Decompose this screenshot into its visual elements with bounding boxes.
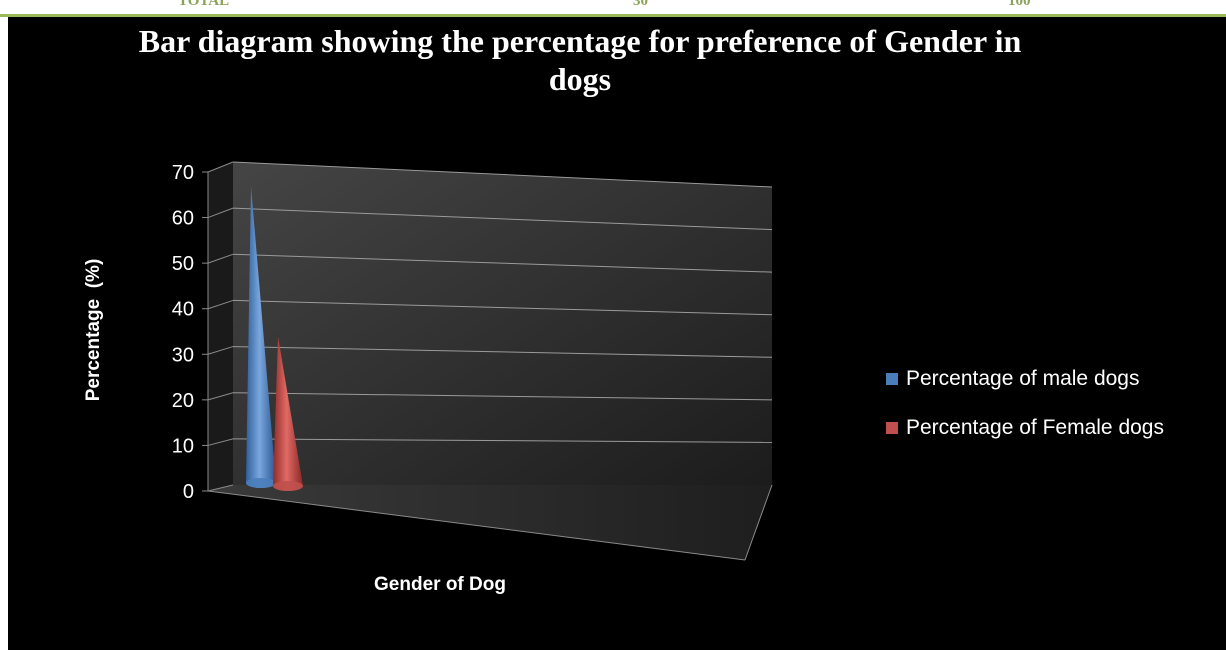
floor-right-edge bbox=[744, 484, 773, 561]
gridline-side-50 bbox=[207, 253, 234, 264]
legend-swatch-female bbox=[886, 421, 898, 434]
bar-cone-base-female bbox=[273, 481, 303, 491]
bar-cone-base-male bbox=[246, 478, 276, 488]
chart-legend: Percentage of male dogs Percentage of Fe… bbox=[886, 354, 1164, 452]
y-tick-label-40: 40 bbox=[172, 299, 194, 321]
gridline-side-0 bbox=[207, 484, 234, 492]
plot-back-wall bbox=[233, 162, 772, 485]
bar-cone-male bbox=[246, 186, 276, 488]
legend-label-female: Percentage of Female dogs bbox=[906, 415, 1164, 439]
y-axis-label: Percentage (%) bbox=[83, 258, 104, 402]
y-tick-label-50: 50 bbox=[172, 253, 194, 275]
y-tick-labels: 0 10 20 30 40 50 60 70 bbox=[172, 162, 208, 503]
legend-label-male: Percentage of male dogs bbox=[906, 366, 1140, 390]
gridlines bbox=[207, 161, 773, 492]
bar-cone-female bbox=[273, 336, 303, 491]
gridline-side-70 bbox=[207, 161, 234, 173]
y-tick-label-20: 20 bbox=[172, 390, 194, 412]
document-top-strip: TOTAL 30 100 bbox=[0, 0, 1226, 17]
gridline-20 bbox=[232, 392, 773, 401]
floor-front-edge bbox=[207, 490, 746, 561]
gridline-side-60 bbox=[207, 207, 234, 219]
gridline-10 bbox=[232, 438, 773, 443]
y-tick-label-0: 0 bbox=[183, 481, 194, 503]
gridline-50 bbox=[232, 253, 773, 273]
legend-swatch-male bbox=[886, 372, 898, 385]
y-tick-label-60: 60 bbox=[172, 208, 194, 230]
gridline-70 bbox=[232, 161, 773, 188]
gridline-side-10 bbox=[207, 438, 234, 446]
x-axis-label: Gender of Dog bbox=[374, 574, 506, 595]
gridline-40 bbox=[232, 299, 773, 316]
y-tick-label-70: 70 bbox=[172, 162, 194, 184]
bars bbox=[246, 186, 303, 491]
gridline-60 bbox=[232, 207, 773, 231]
legend-item-male: Percentage of male dogs bbox=[886, 354, 1164, 403]
gridline-side-40 bbox=[207, 299, 234, 310]
table-total-percent: 100 bbox=[1008, 0, 1031, 9]
y-tick-label-10: 10 bbox=[172, 435, 194, 457]
table-total-label: TOTAL bbox=[178, 0, 230, 9]
chart-title: Bar diagram showing the percentage for p… bbox=[138, 23, 1022, 97]
table-total-count: 30 bbox=[633, 0, 648, 9]
plot-floor bbox=[208, 485, 772, 560]
gridline-30 bbox=[232, 346, 773, 358]
gridline-side-20 bbox=[207, 392, 234, 401]
legend-item-female: Percentage of Female dogs bbox=[886, 403, 1164, 452]
plot-side-wall bbox=[208, 162, 233, 491]
y-tick-label-30: 30 bbox=[172, 344, 194, 366]
gridline-side-30 bbox=[207, 346, 234, 355]
